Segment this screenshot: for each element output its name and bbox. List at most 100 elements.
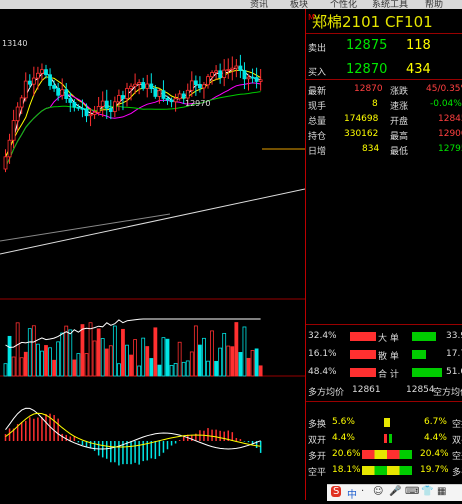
volume-bar bbox=[129, 354, 133, 377]
candle-body bbox=[27, 80, 32, 85]
menu-item-news[interactable]: 资讯 bbox=[250, 0, 269, 10]
open-interest-label: 持仓 bbox=[308, 132, 327, 142]
high-price-label: 13140 bbox=[2, 39, 28, 48]
long-close-value: 19.7% bbox=[420, 465, 449, 475]
volume-bar bbox=[197, 344, 202, 377]
candle-body bbox=[189, 80, 194, 91]
volume-bar bbox=[161, 337, 166, 377]
long-open-bar bbox=[362, 450, 412, 459]
ime-tools-icon[interactable]: ▦ bbox=[437, 486, 447, 497]
volume-bar bbox=[52, 359, 56, 377]
candle-body bbox=[202, 84, 206, 89]
kline-chart[interactable]: 13140 12970 bbox=[0, 9, 306, 500]
candle-body bbox=[250, 76, 255, 79]
candle-body bbox=[173, 98, 178, 103]
volume-bar bbox=[177, 341, 182, 377]
buy-volume: 434 bbox=[406, 62, 431, 77]
small-order-buy-pct: 16.1% bbox=[308, 349, 337, 359]
volume-bar bbox=[117, 363, 121, 377]
candle-body bbox=[258, 79, 263, 82]
volume-bar bbox=[242, 326, 247, 377]
volume-bar bbox=[181, 361, 186, 377]
candle-body bbox=[121, 95, 125, 99]
small-order-sell-pct: 17.7 bbox=[446, 349, 462, 359]
volume-bar bbox=[149, 358, 154, 377]
volume-bar bbox=[27, 328, 32, 377]
high-label: 最高 bbox=[390, 132, 409, 142]
volume-bar bbox=[258, 365, 263, 377]
ime-skin-icon[interactable]: 👕 bbox=[421, 486, 434, 497]
double-close-bar bbox=[389, 434, 392, 443]
candle-body bbox=[165, 98, 170, 101]
volume-bar bbox=[23, 351, 28, 377]
candle-body bbox=[133, 83, 138, 87]
menu-item-personalize[interactable]: 个性化 bbox=[330, 0, 358, 10]
candle-body bbox=[7, 139, 12, 158]
volume-bar bbox=[7, 335, 12, 377]
candle-body bbox=[177, 93, 182, 100]
volume-bar bbox=[250, 350, 255, 377]
volume-bar bbox=[157, 364, 162, 377]
candle-body bbox=[60, 89, 65, 96]
candle-body bbox=[31, 77, 36, 85]
candle-body bbox=[19, 97, 24, 108]
volume-bar bbox=[137, 365, 142, 377]
candle-body bbox=[234, 65, 239, 69]
ime-emoji-icon[interactable]: ☺ bbox=[373, 486, 384, 497]
change-label: 涨跌 bbox=[390, 87, 409, 97]
candle-body bbox=[125, 88, 129, 99]
macd-dea-line bbox=[5, 412, 261, 448]
candle-body bbox=[210, 72, 214, 78]
candle-body bbox=[112, 101, 117, 112]
volume-bar bbox=[96, 328, 101, 377]
candle-body bbox=[181, 93, 186, 99]
current-hand-value: 8 bbox=[372, 99, 378, 109]
candle-body bbox=[153, 88, 158, 97]
volume-bar bbox=[36, 343, 40, 377]
double-close-label: 双平 bbox=[452, 436, 462, 446]
small-order-label: 散 单 bbox=[378, 352, 399, 362]
candle-body bbox=[64, 89, 69, 100]
small-order-sell-bar bbox=[412, 350, 426, 359]
menu-bar: 资讯 板块 个性化 系统工具 帮助 bbox=[0, 0, 462, 10]
chart-canvas[interactable] bbox=[0, 9, 306, 500]
buy-label: 买入 bbox=[308, 68, 327, 78]
ime-toolbar: S 中 · ☺ 🎤 ⌨ 👕 ▦ bbox=[327, 484, 462, 501]
volume-bar bbox=[230, 346, 235, 377]
market-badge: M bbox=[308, 13, 315, 22]
ime-keyboard-icon[interactable]: ⌨ bbox=[405, 486, 420, 497]
menu-item-system-tools[interactable]: 系统工具 bbox=[372, 0, 409, 10]
volume-bar bbox=[19, 357, 24, 377]
candle-body bbox=[3, 156, 8, 170]
candle-body bbox=[44, 69, 48, 76]
volume-bar bbox=[210, 330, 214, 377]
volume-bar bbox=[68, 329, 73, 377]
volume-bar bbox=[185, 360, 190, 377]
small-order-buy-bar bbox=[350, 350, 376, 359]
candle-body bbox=[117, 95, 121, 103]
double-open-bar bbox=[384, 434, 387, 443]
macd-dif-line bbox=[5, 407, 261, 450]
volume-bar bbox=[206, 360, 210, 377]
total-sell-pct: 51.6 bbox=[446, 367, 462, 377]
candle-body bbox=[185, 89, 190, 99]
short-swap-label: 空换 bbox=[452, 420, 462, 430]
ime-lang-toggle[interactable]: 中 bbox=[347, 490, 357, 501]
candle-body bbox=[157, 90, 162, 97]
menu-item-help[interactable]: 帮助 bbox=[425, 0, 444, 10]
total-volume-label: 总量 bbox=[308, 117, 327, 127]
total-buy-bar bbox=[350, 368, 376, 377]
big-order-sell-bar bbox=[412, 332, 436, 341]
ime-punct-icon[interactable]: · bbox=[361, 486, 365, 497]
short-close-label: 空平 bbox=[308, 468, 327, 478]
sell-volume: 118 bbox=[406, 38, 431, 53]
candle-body bbox=[193, 80, 198, 85]
menu-item-sectors[interactable]: 板块 bbox=[290, 0, 309, 10]
volume-bar bbox=[40, 350, 44, 377]
volume-bar bbox=[88, 322, 93, 377]
short-open-label: 空开 bbox=[452, 452, 462, 462]
ime-logo-icon[interactable]: S bbox=[331, 486, 342, 497]
ime-voice-icon[interactable]: 🎤 bbox=[389, 486, 402, 497]
candle-body bbox=[84, 108, 89, 117]
volume-bar bbox=[104, 348, 109, 377]
